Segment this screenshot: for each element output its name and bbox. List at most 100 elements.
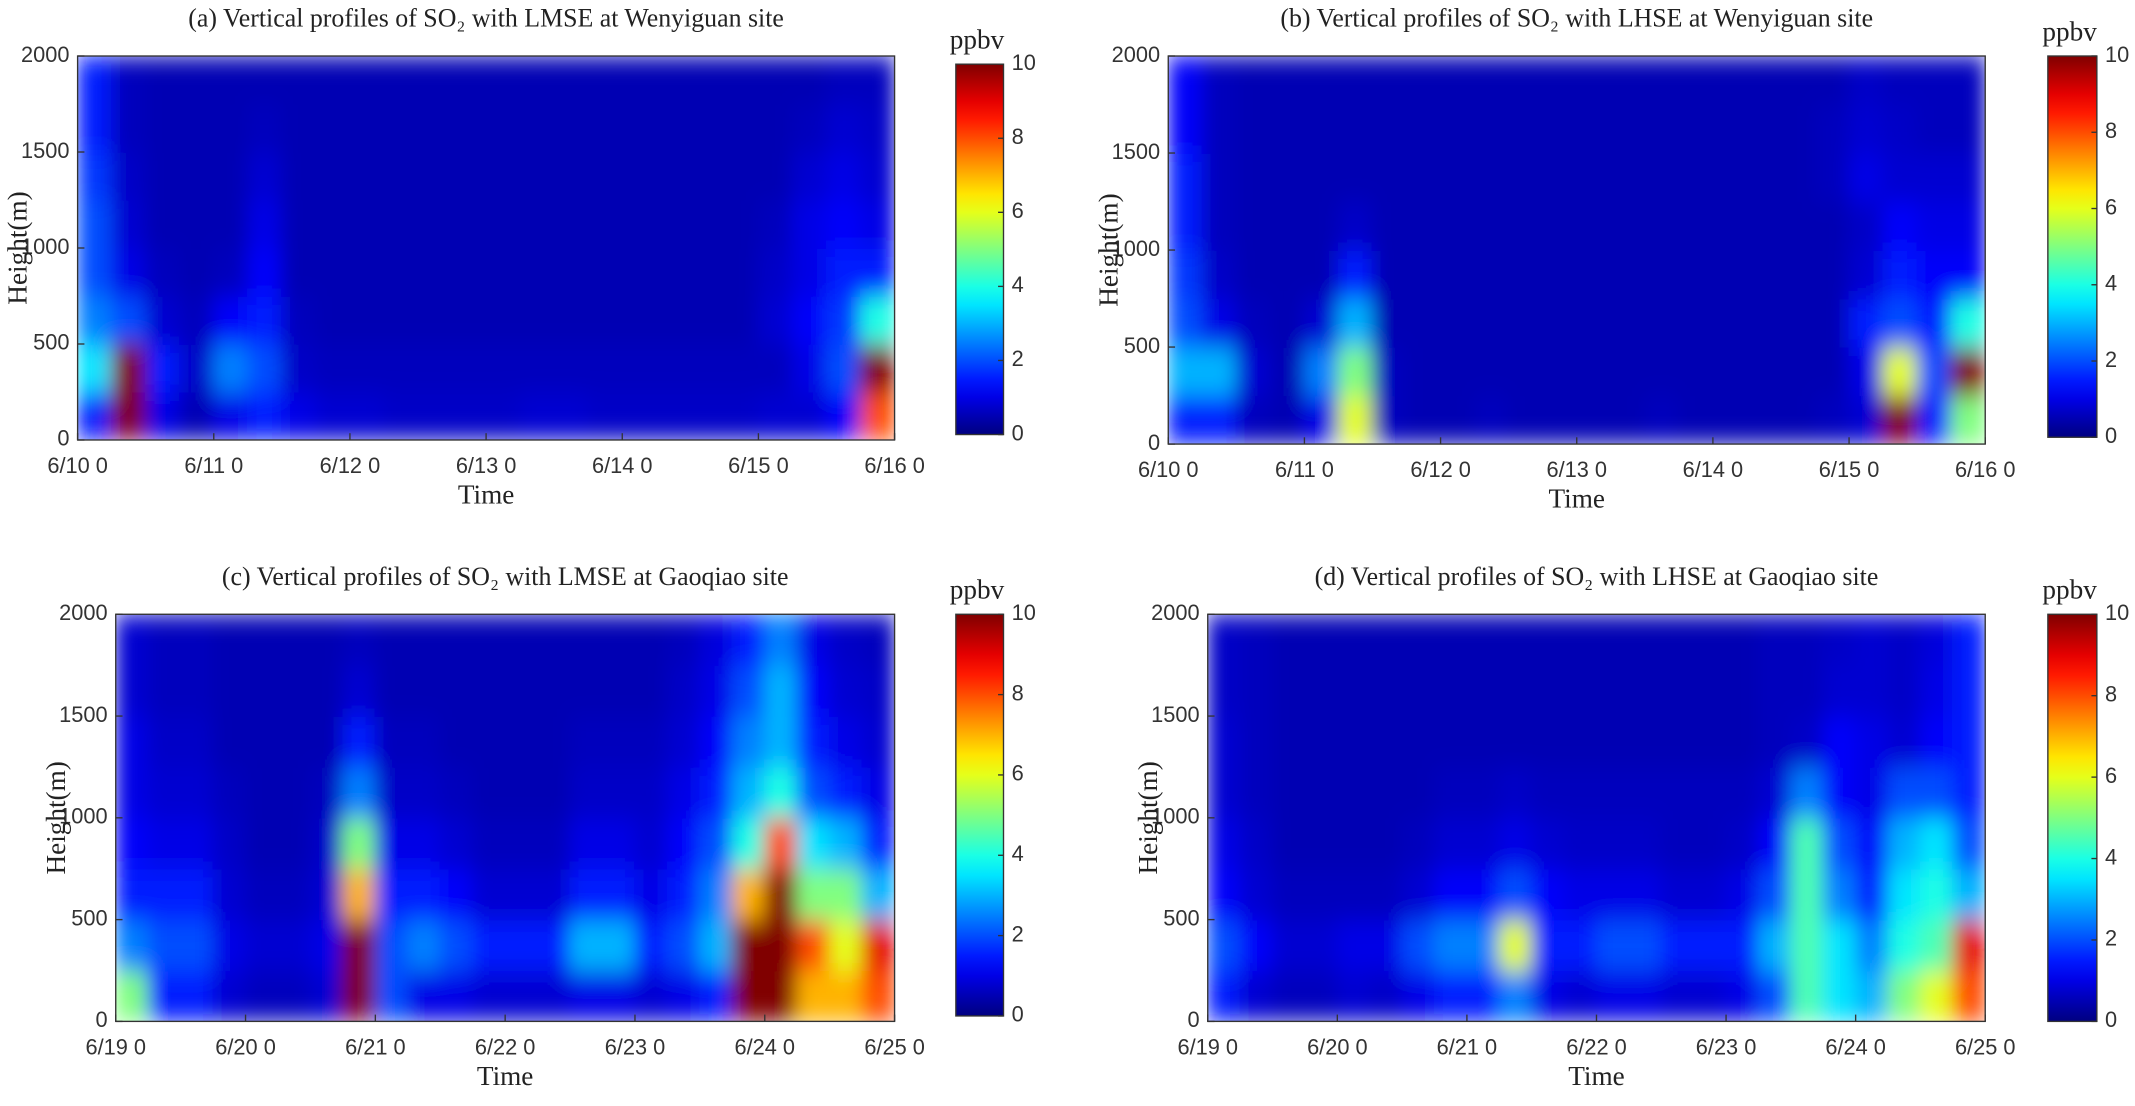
- cell: [439, 766, 474, 819]
- cell: [536, 969, 571, 1022]
- colorbar-tick-label: 2: [1012, 346, 1024, 371]
- cell: [213, 247, 249, 297]
- cell: [1746, 56, 1782, 106]
- cell: [861, 715, 895, 768]
- cell: [825, 247, 862, 297]
- cell: [1466, 664, 1500, 717]
- cell: [309, 868, 344, 921]
- x-tick-label: 6/21 0: [1437, 1034, 1498, 1059]
- cell: [1610, 56, 1646, 106]
- cell: [1848, 249, 1884, 300]
- colorbar-tick-label: 8: [2105, 118, 2117, 143]
- y-axis-label: Height(m): [1133, 761, 1163, 874]
- cell: [1433, 766, 1468, 819]
- cell: [1303, 346, 1340, 397]
- cell: [472, 918, 506, 972]
- cell: [1660, 868, 1695, 921]
- colorbar-tick-label: 10: [1012, 50, 1036, 75]
- cell: [1439, 152, 1476, 203]
- cell: [1919, 614, 1954, 666]
- cell: [689, 103, 726, 153]
- cell: [1757, 766, 1792, 819]
- cell: [1628, 868, 1662, 921]
- cell: [504, 664, 539, 717]
- cell: [1369, 664, 1403, 717]
- chart-title: (d) Vertical profiles of SO₂ with LHSE a…: [1315, 562, 1879, 591]
- x-axis-label: Time: [458, 479, 514, 509]
- cell: [621, 103, 657, 153]
- cell: [699, 614, 733, 666]
- cell: [764, 664, 798, 717]
- cell: [1882, 249, 1918, 300]
- colorbar-tick-label: 6: [1012, 198, 1024, 223]
- cell: [439, 969, 474, 1022]
- x-tick-label: 6/22 0: [1566, 1034, 1627, 1059]
- cell: [1576, 56, 1612, 106]
- cell: [1304, 918, 1339, 972]
- cell: [1692, 918, 1727, 972]
- cell: [1848, 200, 1884, 251]
- cell: [1201, 200, 1238, 251]
- cell: [213, 103, 249, 153]
- x-tick-label: 6/10 0: [1138, 457, 1199, 482]
- y-axis-label: Height(m): [1093, 193, 1123, 306]
- cell: [1919, 918, 1954, 972]
- cell: [601, 766, 636, 819]
- cell: [757, 343, 794, 393]
- cell: [407, 715, 441, 768]
- cell: [569, 715, 604, 768]
- cell: [796, 715, 831, 768]
- cell: [1235, 394, 1272, 445]
- colorbar-tick-label: 2: [2105, 347, 2117, 372]
- cell: [1239, 664, 1274, 717]
- cell: [1239, 614, 1274, 666]
- cell: [213, 391, 249, 440]
- cell: [342, 766, 377, 819]
- cell: [145, 247, 181, 297]
- cell: [1848, 103, 1884, 154]
- cell: [145, 56, 181, 105]
- colorbar-label: ppbv: [2042, 16, 2097, 46]
- cell: [1271, 918, 1306, 972]
- y-tick-label: 500: [1124, 333, 1160, 358]
- cell: [1239, 918, 1274, 972]
- cell: [1916, 297, 1952, 348]
- cell: [504, 614, 539, 666]
- cell: [536, 664, 571, 717]
- cell: [1563, 664, 1598, 717]
- cell: [349, 343, 385, 393]
- cell: [451, 103, 487, 153]
- cell: [791, 151, 828, 201]
- cell: [828, 715, 863, 768]
- cell: [1790, 766, 1824, 819]
- cell: [1916, 152, 1952, 203]
- cell: [1498, 715, 1533, 768]
- cell: [1498, 614, 1533, 666]
- cell: [519, 56, 555, 105]
- cell: [1814, 394, 1850, 445]
- cell: [666, 715, 701, 768]
- cell: [861, 817, 895, 870]
- cell: [244, 817, 279, 870]
- cell: [1207, 614, 1241, 666]
- cell: [77, 295, 113, 345]
- cell: [723, 103, 760, 153]
- colorbar-tick-label: 4: [2105, 271, 2117, 296]
- cell: [179, 247, 215, 297]
- cell: [1950, 56, 1986, 106]
- cell: [536, 817, 571, 870]
- cell: [349, 103, 385, 153]
- cell: [115, 664, 149, 717]
- colorbar-tick-label: 2: [1012, 921, 1024, 946]
- cell: [77, 247, 113, 297]
- cell: [666, 918, 701, 972]
- cell: [791, 56, 828, 105]
- cell: [277, 614, 312, 666]
- cell: [212, 766, 247, 819]
- cell: [315, 343, 351, 393]
- cell: [281, 391, 317, 440]
- cell: [699, 918, 733, 972]
- cell: [569, 614, 604, 666]
- cell: [553, 247, 589, 297]
- cell: [212, 918, 247, 972]
